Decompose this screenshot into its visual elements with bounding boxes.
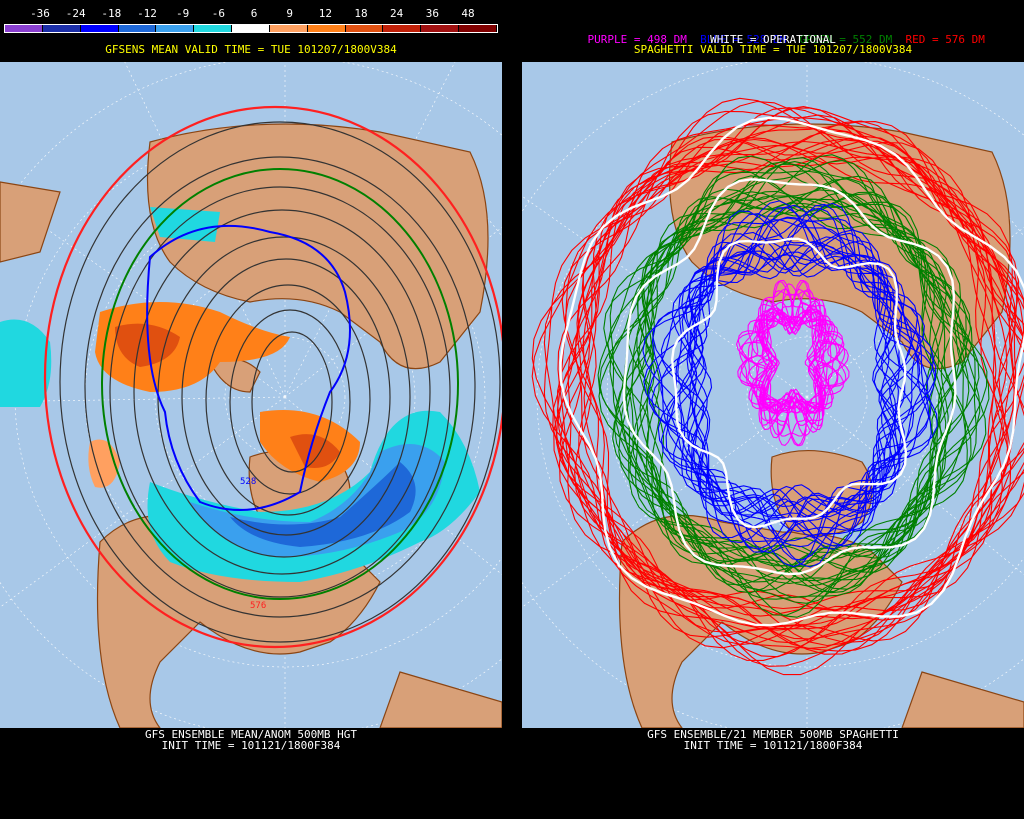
colorbar-cell — [118, 25, 157, 32]
colorbar-tick-label: -12 — [137, 7, 157, 20]
red-member-contour — [578, 120, 1024, 647]
blue-member-contour — [648, 210, 906, 540]
ensemble-mean-map: 528 576 — [0, 62, 502, 728]
greenland — [770, 450, 873, 536]
colorbar-cell — [80, 25, 119, 32]
red-member-contour — [567, 140, 1024, 652]
colorbar-cell — [156, 25, 195, 32]
anomaly-colorbar — [4, 24, 498, 33]
528-dm-contour — [146, 224, 351, 511]
legend-blue: BLUE = 528 DM — [700, 33, 787, 46]
operational-contour — [559, 116, 1024, 627]
red-member-contour — [543, 118, 1008, 638]
mean-footer-line2: INIT TIME = 101121/1800F384 — [161, 739, 341, 752]
colorbar-tick-label: 24 — [390, 7, 404, 20]
552-dm-contour — [101, 168, 459, 600]
colorbar-cell — [5, 25, 43, 32]
colorbar-tick-label: 48 — [461, 7, 475, 20]
red-member-contour — [582, 107, 1024, 642]
green-member-contour — [625, 195, 968, 600]
colorbar-cell — [345, 25, 384, 32]
blue-member-contour — [660, 242, 907, 553]
green-member-contour — [637, 163, 967, 573]
panel-separator — [502, 0, 522, 819]
red-member-contour — [559, 140, 1024, 649]
green-member-contour — [609, 170, 957, 568]
colorbar-ticks: -36 -24 -18 -12 -9 -6 6 9 12 18 24 36 48 — [2, 8, 500, 20]
mean-valid-time-title: GFSENS MEAN VALID TIME = TUE 101207/1800… — [105, 43, 397, 56]
red-member-contour — [552, 138, 1011, 658]
colorbar-tick-label: -6 — [211, 7, 225, 20]
green-member-contour — [627, 157, 973, 573]
green-member-contour — [603, 161, 968, 568]
ensemble-mean-panel: -36 -24 -18 -12 -9 -6 6 9 12 18 24 36 48 GFSENS MEAN… — [0, 0, 502, 819]
spaghetti-map — [522, 62, 1024, 728]
colorbar-cell — [383, 25, 422, 32]
operational-contour — [670, 237, 908, 529]
colorbar-tick-label: 6 — [250, 7, 258, 20]
colorbar-cell — [269, 25, 308, 32]
green-member-contour — [597, 155, 962, 583]
spaghetti-panel: PURPLE = 498 DM BLUE = 528 DM GREEN = 55… — [522, 0, 1024, 819]
spaghetti-valid-time-title: SPAGHETTI VALID TIME = TUE 101207/1800V3… — [633, 43, 913, 56]
colorbar-cell — [194, 25, 233, 32]
colorbar-tick-label: 36 — [425, 7, 439, 20]
blue-member-contour — [681, 202, 929, 539]
contour-label-576: 576 — [250, 601, 266, 611]
colorbar-tick-label: 18 — [354, 7, 368, 20]
mean-footer-line1: GFS ENSEMBLE MEAN/ANOM 500MB HGT — [145, 728, 357, 741]
blue-member-contour — [666, 232, 938, 561]
colorbar-cell — [232, 25, 270, 32]
green-member-contour — [612, 188, 967, 618]
south-america-edge — [901, 671, 1024, 728]
operational-contour — [622, 178, 957, 576]
mean-map-svg: 528 576 — [0, 62, 502, 728]
blue-member-contour — [673, 241, 936, 547]
spaghetti-legend: PURPLE = 498 DM BLUE = 528 DM GREEN = 55… — [522, 22, 1024, 46]
legend-purple: PURPLE = 498 DM — [587, 33, 687, 46]
spaghetti-footer-line1: GFS ENSEMBLE/21 MEMBER 500MB SPAGHETTI — [647, 728, 899, 741]
purple-member-contour — [762, 289, 849, 434]
eurasia — [146, 123, 489, 370]
colorbar-cell — [307, 25, 346, 32]
red-member-contour — [531, 97, 1020, 646]
colorbar-tick-label: 12 — [318, 7, 332, 20]
colorbar-tick-label: -18 — [101, 7, 122, 20]
colorbar-tick-label: -9 — [176, 7, 190, 20]
purple-member-contour — [739, 298, 821, 426]
purple-member-contour — [741, 280, 833, 414]
colorbar-cell — [42, 25, 81, 32]
spaghetti-map-svg — [522, 62, 1024, 728]
colorbar-tick-label: -24 — [65, 7, 86, 20]
south-america-edge — [379, 671, 502, 728]
operational-label: WHITE = OPERATIONAL — [710, 33, 836, 46]
east-asia-edge — [0, 181, 61, 263]
red-member-contour — [558, 138, 1024, 655]
colorbar-tick-label: -36 — [30, 7, 50, 20]
red-member-contour — [555, 146, 1003, 644]
green-member-contour — [639, 175, 981, 587]
contour-label-528: 528 — [240, 477, 256, 487]
purple-member-contour — [751, 304, 844, 447]
576-dm-contour — [43, 105, 502, 649]
legend-red: RED = 576 DM — [905, 33, 985, 46]
blue-member-contour — [688, 216, 921, 532]
colorbar-cell — [459, 25, 497, 32]
spaghetti-footer-line2: INIT TIME = 101121/1800F384 — [683, 739, 863, 752]
colorbar-tick-label: 9 — [286, 7, 293, 20]
legend-green: GREEN = 552 DM — [799, 33, 893, 46]
colorbar-cell — [421, 25, 460, 32]
spaghetti-contours — [531, 97, 1024, 676]
purple-member-contour — [752, 283, 839, 414]
